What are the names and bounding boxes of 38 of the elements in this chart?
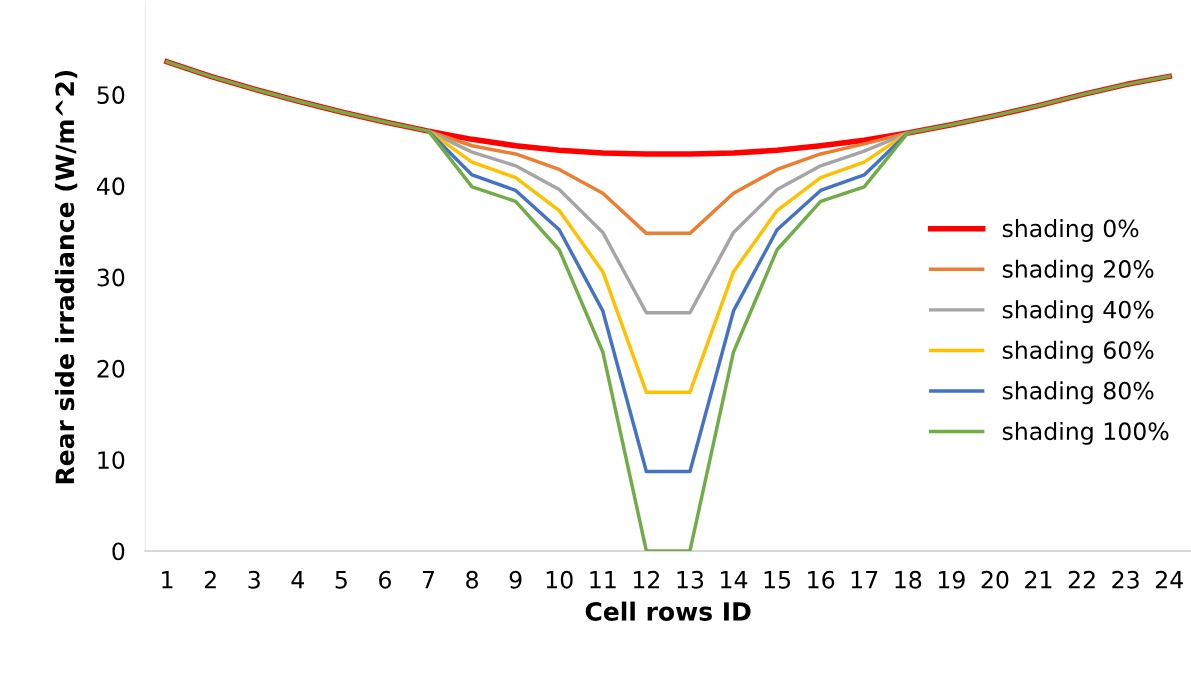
x-tick-label: 10	[546, 570, 573, 589]
x-tick-label: 8	[466, 570, 478, 589]
x-tick-label: 12	[633, 570, 660, 589]
x-tick-label: 9	[509, 570, 522, 589]
x-tick-label: 11	[590, 571, 616, 589]
x-tick-label: 3	[248, 570, 260, 589]
x-tick-label: 1	[162, 571, 173, 589]
y-tick-label: 0	[112, 542, 125, 561]
y-tick-label: 20	[97, 359, 125, 378]
legend-label: shading 20%	[1002, 259, 1154, 283]
x-tick-label: 5	[335, 571, 347, 589]
x-tick-label: 13	[677, 570, 704, 589]
x-tick-label: 6	[379, 570, 391, 589]
x-axis-title: Cell rows ID	[585, 601, 751, 621]
x-tick-label: 19	[938, 570, 965, 589]
legend-label: shading 60%	[1002, 340, 1154, 364]
y-tick-label: 30	[97, 268, 125, 287]
y-tick-label: 40	[96, 177, 125, 196]
y-tick-label: 50	[97, 86, 125, 104]
legend-label: shading 80%	[1002, 381, 1154, 405]
x-tick-label: 18	[895, 570, 922, 589]
x-tick-label: 20	[981, 570, 1009, 589]
x-tick-label: 24	[1155, 570, 1183, 589]
x-tick-label: 4	[291, 571, 304, 589]
x-tick-label: 17	[851, 571, 878, 589]
legend-label: shading 40%	[1002, 300, 1154, 324]
x-tick-label: 15	[764, 571, 791, 589]
x-tick-label: 7	[422, 571, 435, 589]
x-tick-label: 23	[1112, 570, 1139, 589]
legend-label: shading 0%	[1002, 219, 1139, 242]
x-tick-label: 22	[1068, 570, 1095, 589]
x-tick-label: 14	[721, 571, 748, 589]
x-tick-label: 21	[1025, 570, 1052, 589]
x-tick-label: 16	[808, 570, 835, 589]
x-tick-label: 2	[204, 570, 216, 589]
y-axis-title: Rear side irradiance (W/m^2)	[54, 70, 78, 484]
y-tick-label: 10	[98, 451, 125, 469]
legend-label: shading 100%	[1002, 421, 1169, 445]
